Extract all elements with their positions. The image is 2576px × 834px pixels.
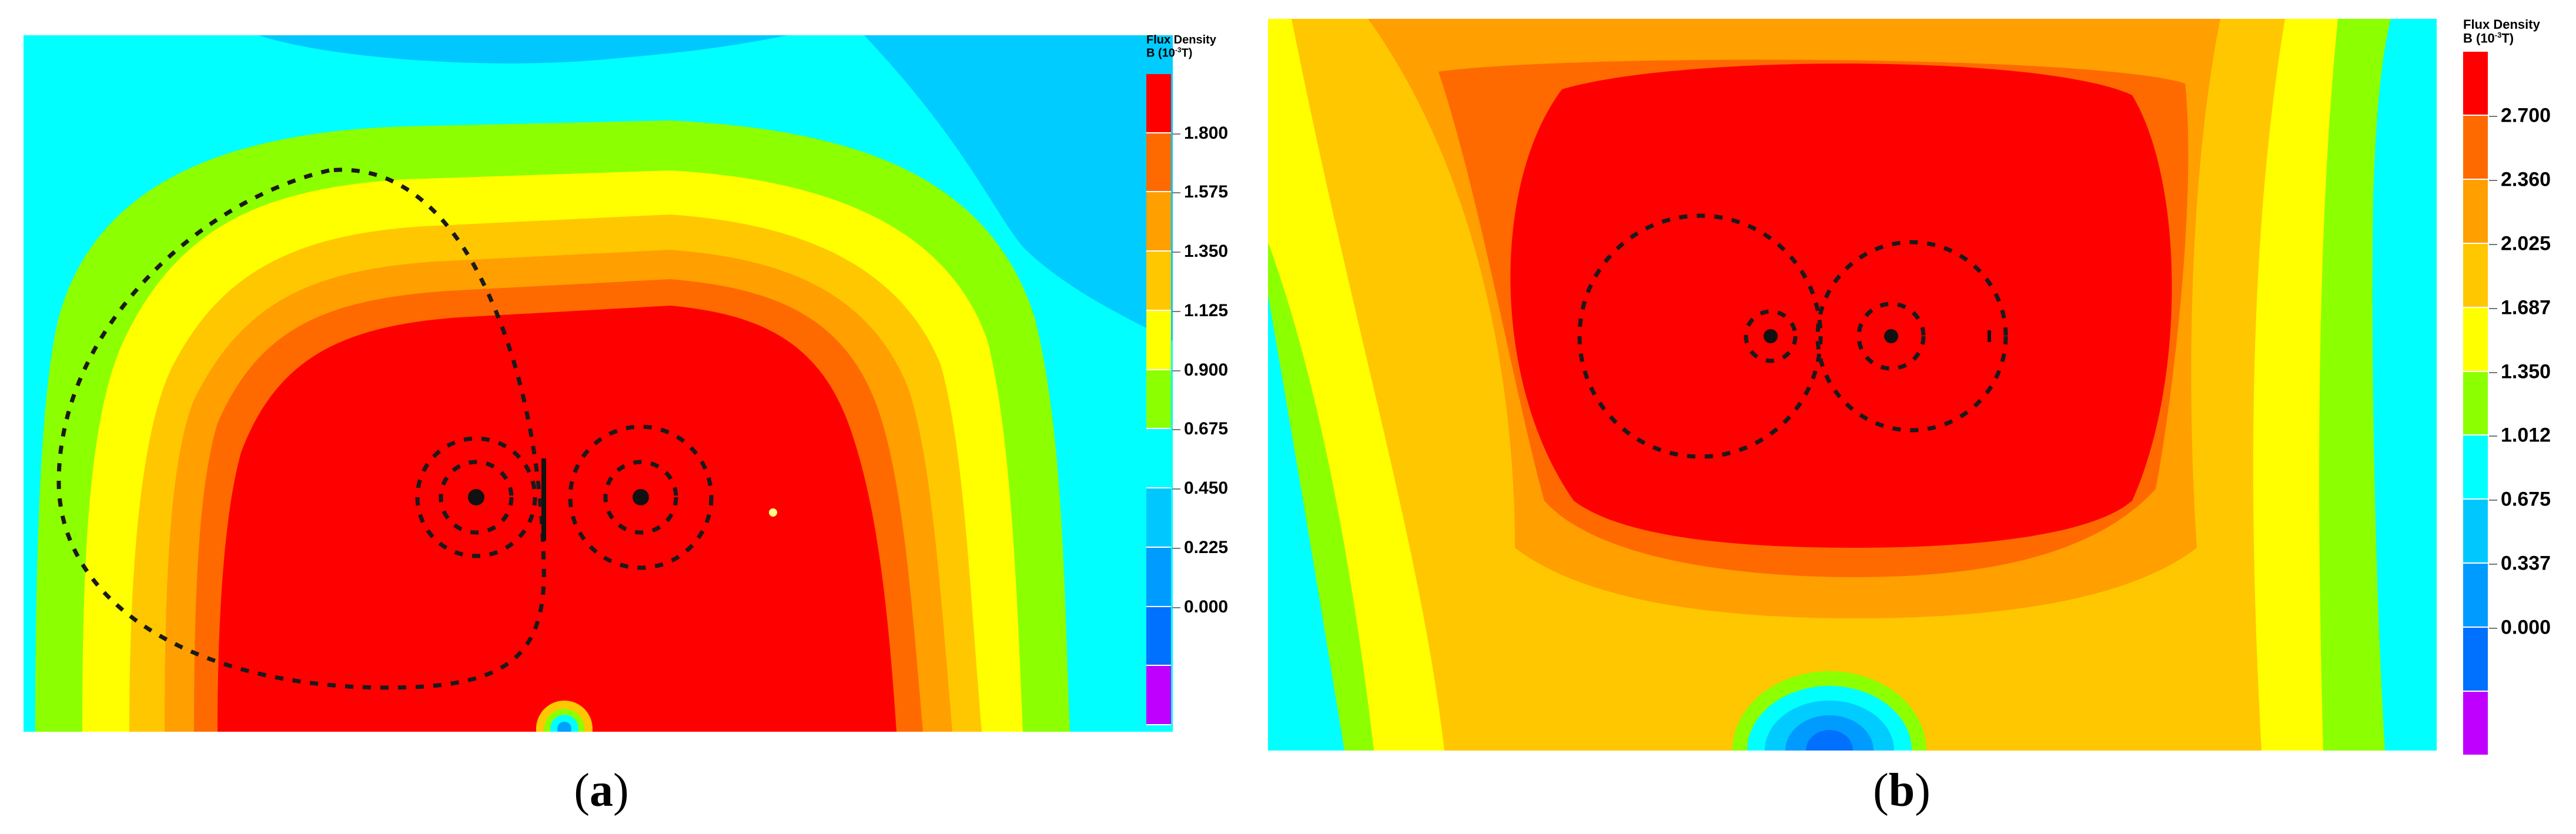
legend-tick-mark (1172, 607, 1180, 608)
legend-tick-label: 0.675 (2501, 488, 2551, 511)
colorbar-a (1146, 74, 1171, 725)
legend-tick-mark (2489, 564, 2497, 565)
legend-tick-label: 2.025 (2501, 232, 2551, 255)
legend-tick-label: 0.450 (1184, 478, 1229, 498)
legend-swatch (1146, 133, 1171, 193)
legend-tick-mark (2489, 500, 2497, 501)
legend-tick-label: 0.225 (1184, 537, 1229, 557)
legend-tick-mark (1172, 429, 1180, 431)
legend-swatch (1146, 252, 1171, 311)
legend-tick-label: 0.900 (1184, 360, 1229, 380)
colorbar-b (2463, 52, 2488, 756)
legend-swatch (1146, 607, 1171, 666)
legend-tick-label: 0.675 (1184, 419, 1229, 439)
legend-tick-mark (2489, 436, 2497, 437)
legend-tick-mark (1172, 310, 1180, 312)
legend-swatch (1146, 666, 1171, 725)
legend-swatch (1146, 547, 1171, 607)
legend-tick-label: 2.360 (2501, 168, 2551, 191)
legend-swatch (1146, 488, 1171, 548)
legend-swatch (1146, 192, 1171, 252)
legend-tick-label: 1.350 (1184, 242, 1229, 262)
legend-swatch (2463, 52, 2488, 116)
legend-swatch (2463, 692, 2488, 756)
legend-tick-mark (1172, 488, 1180, 490)
legend-tick-mark (2489, 243, 2497, 245)
legend-tick-label: 1.350 (2501, 360, 2551, 383)
legend-swatch (1146, 310, 1171, 370)
legend-tick-mark (2489, 179, 2497, 181)
legend-tick-label: 0.000 (1184, 597, 1229, 617)
legend-tick-mark (2489, 115, 2497, 117)
legend-swatch (2463, 628, 2488, 692)
legend-tick-mark (1172, 192, 1180, 194)
legend-tick-label: 2.700 (2501, 104, 2551, 127)
legend-a: Flux Density B (10-3T) 1.800 1.575 1.350 1.… (1146, 34, 1264, 733)
legend-swatch (2463, 115, 2488, 180)
legend-tick-mark (1172, 133, 1180, 135)
legend-tick-mark (1172, 252, 1180, 253)
legend-tick-mark (2489, 371, 2497, 373)
caption-b: (b) (1873, 765, 1931, 816)
legend-tick-label: 1.575 (1184, 182, 1229, 202)
legend-tick-mark (1172, 547, 1180, 549)
legend-tick-label: 1.687 (2501, 296, 2551, 319)
legend-exponent: -3 (2494, 31, 2502, 40)
legend-swatch (2463, 179, 2488, 244)
legend-swatch (1146, 370, 1171, 430)
legend-swatch (2463, 371, 2488, 436)
caption-a: (a) (574, 765, 629, 816)
legend-swatch (2463, 436, 2488, 500)
legend-title-a: Flux Density B (10-3T) (1146, 34, 1216, 60)
legend-tick-mark (2489, 307, 2497, 309)
legend-title-line2: B (10-3T) (2463, 31, 2514, 46)
legend-tick-mark (2489, 628, 2497, 629)
legend-b: Flux Density B (10-3T) 2.700 2.360 2.025 1.… (2463, 18, 2576, 756)
flux-map-b (1268, 19, 2437, 751)
legend-title-line1: Flux Density (1146, 34, 1216, 46)
panel-b: Flux Density B (10-3T) 2.700 2.360 2.025 1.… (1264, 0, 2576, 834)
legend-swatch (2463, 564, 2488, 628)
legend-tick-mark (1172, 370, 1180, 371)
legend-title-b: Flux Density B (10-3T) (2463, 18, 2540, 45)
legend-swatch (1146, 74, 1171, 133)
legend-swatch (2463, 307, 2488, 372)
legend-exponent: -3 (1175, 46, 1182, 54)
legend-swatch (2463, 500, 2488, 564)
legend-tick-label: 0.000 (2501, 616, 2551, 639)
legend-title-line2: B (10-3T) (1146, 46, 1193, 60)
legend-swatch (1146, 429, 1171, 489)
panel-a: Flux Density B (10-3T) 1.800 1.575 1.350 1.… (0, 0, 1264, 834)
legend-tick-label: 1.125 (1184, 300, 1229, 320)
flux-map-a (24, 35, 1173, 732)
legend-tick-label: 0.337 (2501, 552, 2551, 575)
legend-swatch (2463, 243, 2488, 308)
legend-title-line1: Flux Density (2463, 17, 2540, 32)
legend-tick-label: 1.800 (1184, 123, 1229, 143)
legend-tick-label: 1.012 (2501, 424, 2551, 447)
